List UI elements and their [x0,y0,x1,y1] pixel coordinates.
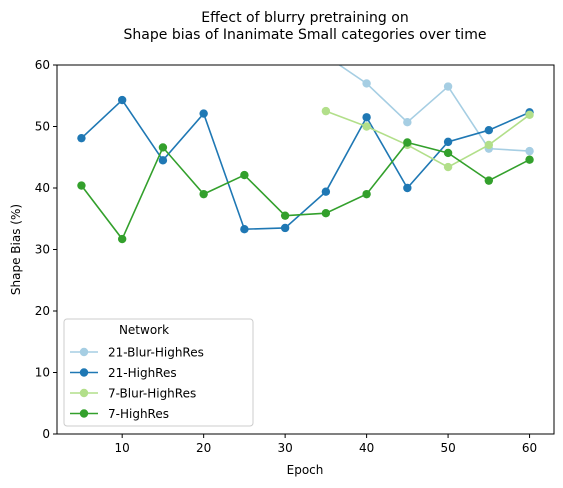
data-point [280,223,290,233]
series-7-blur-highres [321,106,534,172]
data-point [362,113,371,122]
y-tick-label: 10 [35,366,50,380]
x-tick-label: 40 [359,441,374,455]
x-tick-label: 30 [277,441,292,455]
legend-marker [79,388,89,398]
data-point [484,176,494,185]
data-point [280,211,290,220]
data-point [117,234,127,244]
legend-label: 7-HighRes [108,407,169,421]
data-point [525,155,534,164]
data-point [158,143,168,152]
legend-marker [79,347,89,357]
data-point [77,181,86,190]
legend-item: 7-Blur-HighRes [70,387,196,401]
data-point [403,138,412,147]
series-21-highres [77,95,534,234]
data-point [199,109,208,118]
legend-item: 7-HighRes [70,407,169,421]
data-point [362,79,371,88]
y-axis-label: Shape Bias (%) [9,204,23,295]
data-point [362,122,371,131]
x-tick-label: 50 [440,441,455,455]
legend-item: 21-HighRes [70,366,177,380]
data-point [77,133,86,143]
data-point [199,189,208,199]
data-point [403,183,412,193]
data-point [525,110,534,120]
series-layer [77,52,534,244]
data-point [362,189,371,199]
chart-title-line2: Shape bias of Inanimate Small categories… [124,27,487,43]
data-point [443,137,453,147]
series-line [325,110,531,169]
legend-marker [79,409,89,418]
legend-item: 21-Blur-HighRes [70,346,204,360]
legend-box [63,318,254,427]
data-point [117,95,127,105]
data-point [525,146,534,156]
y-tick-label: 50 [35,120,50,134]
legend-marker [79,368,89,377]
x-tick-label: 60 [522,441,537,455]
legend-label: 7-Blur-HighRes [108,387,196,401]
y-tick-label: 30 [35,243,50,257]
series-line [80,141,530,241]
data-point [240,170,249,180]
data-point [443,148,453,158]
series-line [80,98,530,231]
series-line [338,65,530,152]
chart-title-line1: Effect of blurry pretraining on [201,10,408,26]
y-tick-label: 20 [35,304,50,318]
x-tick-label: 10 [115,441,130,455]
y-tick-label: 0 [42,427,50,441]
data-point [240,225,249,234]
data-point [321,209,331,218]
data-point [321,187,331,196]
y-axis: 0 10 20 30 40 50 60 [35,58,57,441]
legend-label: 21-Blur-HighRes [108,346,204,360]
data-point [158,156,168,165]
legend: Network 21-Blur-HighRes 21-HighRes 7-Blur-… [63,318,254,427]
data-point [443,162,453,172]
data-point [484,140,494,150]
data-point [321,106,331,116]
x-tick-label: 20 [196,441,211,455]
series-21-blur-highres [322,52,534,156]
x-axis: 10 20 30 40 50 60 [115,434,537,455]
series-7-highres [77,138,534,244]
data-point [484,125,494,135]
legend-label: 21-HighRes [108,366,177,380]
y-tick-label: 40 [35,181,50,195]
data-point [443,82,453,91]
data-point [322,52,330,60]
data-point [403,117,412,127]
y-tick-label: 60 [35,58,50,72]
x-axis-label: Epoch [287,463,324,477]
legend-title: Network [119,323,169,337]
